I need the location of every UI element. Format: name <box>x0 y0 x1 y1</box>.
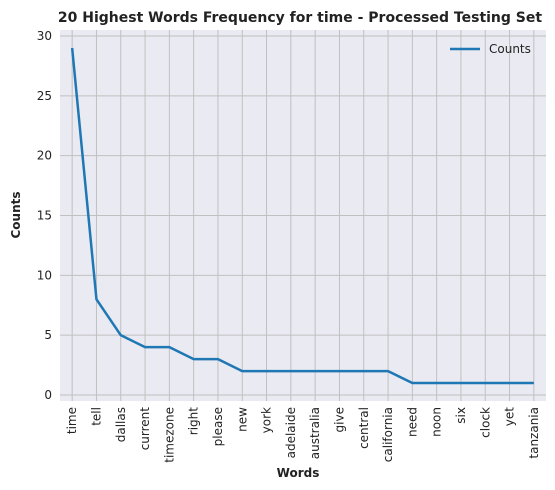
y-tick-label: 20 <box>37 149 52 163</box>
x-ticks: time tell dallas current timezone right please… <box>65 407 541 463</box>
x-tick-label: right <box>187 407 201 435</box>
y-tick-label: 10 <box>37 268 52 282</box>
y-axis-label: Counts <box>9 191 23 238</box>
x-tick-label: please <box>211 407 225 446</box>
chart-title: 20 Highest Words Frequency for time - Pr… <box>58 10 542 26</box>
x-tick-label: tell <box>89 407 103 426</box>
y-tick-label: 0 <box>44 388 52 402</box>
x-tick-label: give <box>332 407 346 432</box>
grid <box>60 30 546 401</box>
x-tick-label: yet <box>503 407 517 426</box>
x-tick-label: tanzania <box>527 407 541 459</box>
x-tick-label: adelaide <box>284 407 298 458</box>
series-line <box>70 47 534 385</box>
legend-label: Counts <box>489 42 531 56</box>
x-tick-label: new <box>235 407 249 432</box>
x-tick-label: australia <box>308 407 322 459</box>
x-axis-label: Words <box>277 466 320 480</box>
x-tick-label: noon <box>430 407 444 437</box>
y-ticks: 0 5 10 15 20 25 30 <box>37 29 52 402</box>
x-tick-label: central <box>357 407 371 449</box>
x-tick-label: york <box>260 407 274 433</box>
x-tick-label: clock <box>478 407 492 438</box>
y-tick-label: 15 <box>37 209 52 223</box>
x-tick-label: timezone <box>162 407 176 463</box>
y-tick-label: 25 <box>37 89 52 103</box>
series-layer <box>70 47 534 385</box>
x-tick-label: need <box>405 407 419 437</box>
x-tick-label: current <box>138 407 152 451</box>
x-tick-label: california <box>381 407 395 462</box>
y-tick-label: 30 <box>37 29 52 43</box>
x-tick-label: time <box>65 407 79 434</box>
x-tick-label: dallas <box>114 407 128 442</box>
y-tick-label: 5 <box>44 328 52 342</box>
x-tick-label: six <box>454 407 468 424</box>
legend: Counts <box>450 42 531 56</box>
